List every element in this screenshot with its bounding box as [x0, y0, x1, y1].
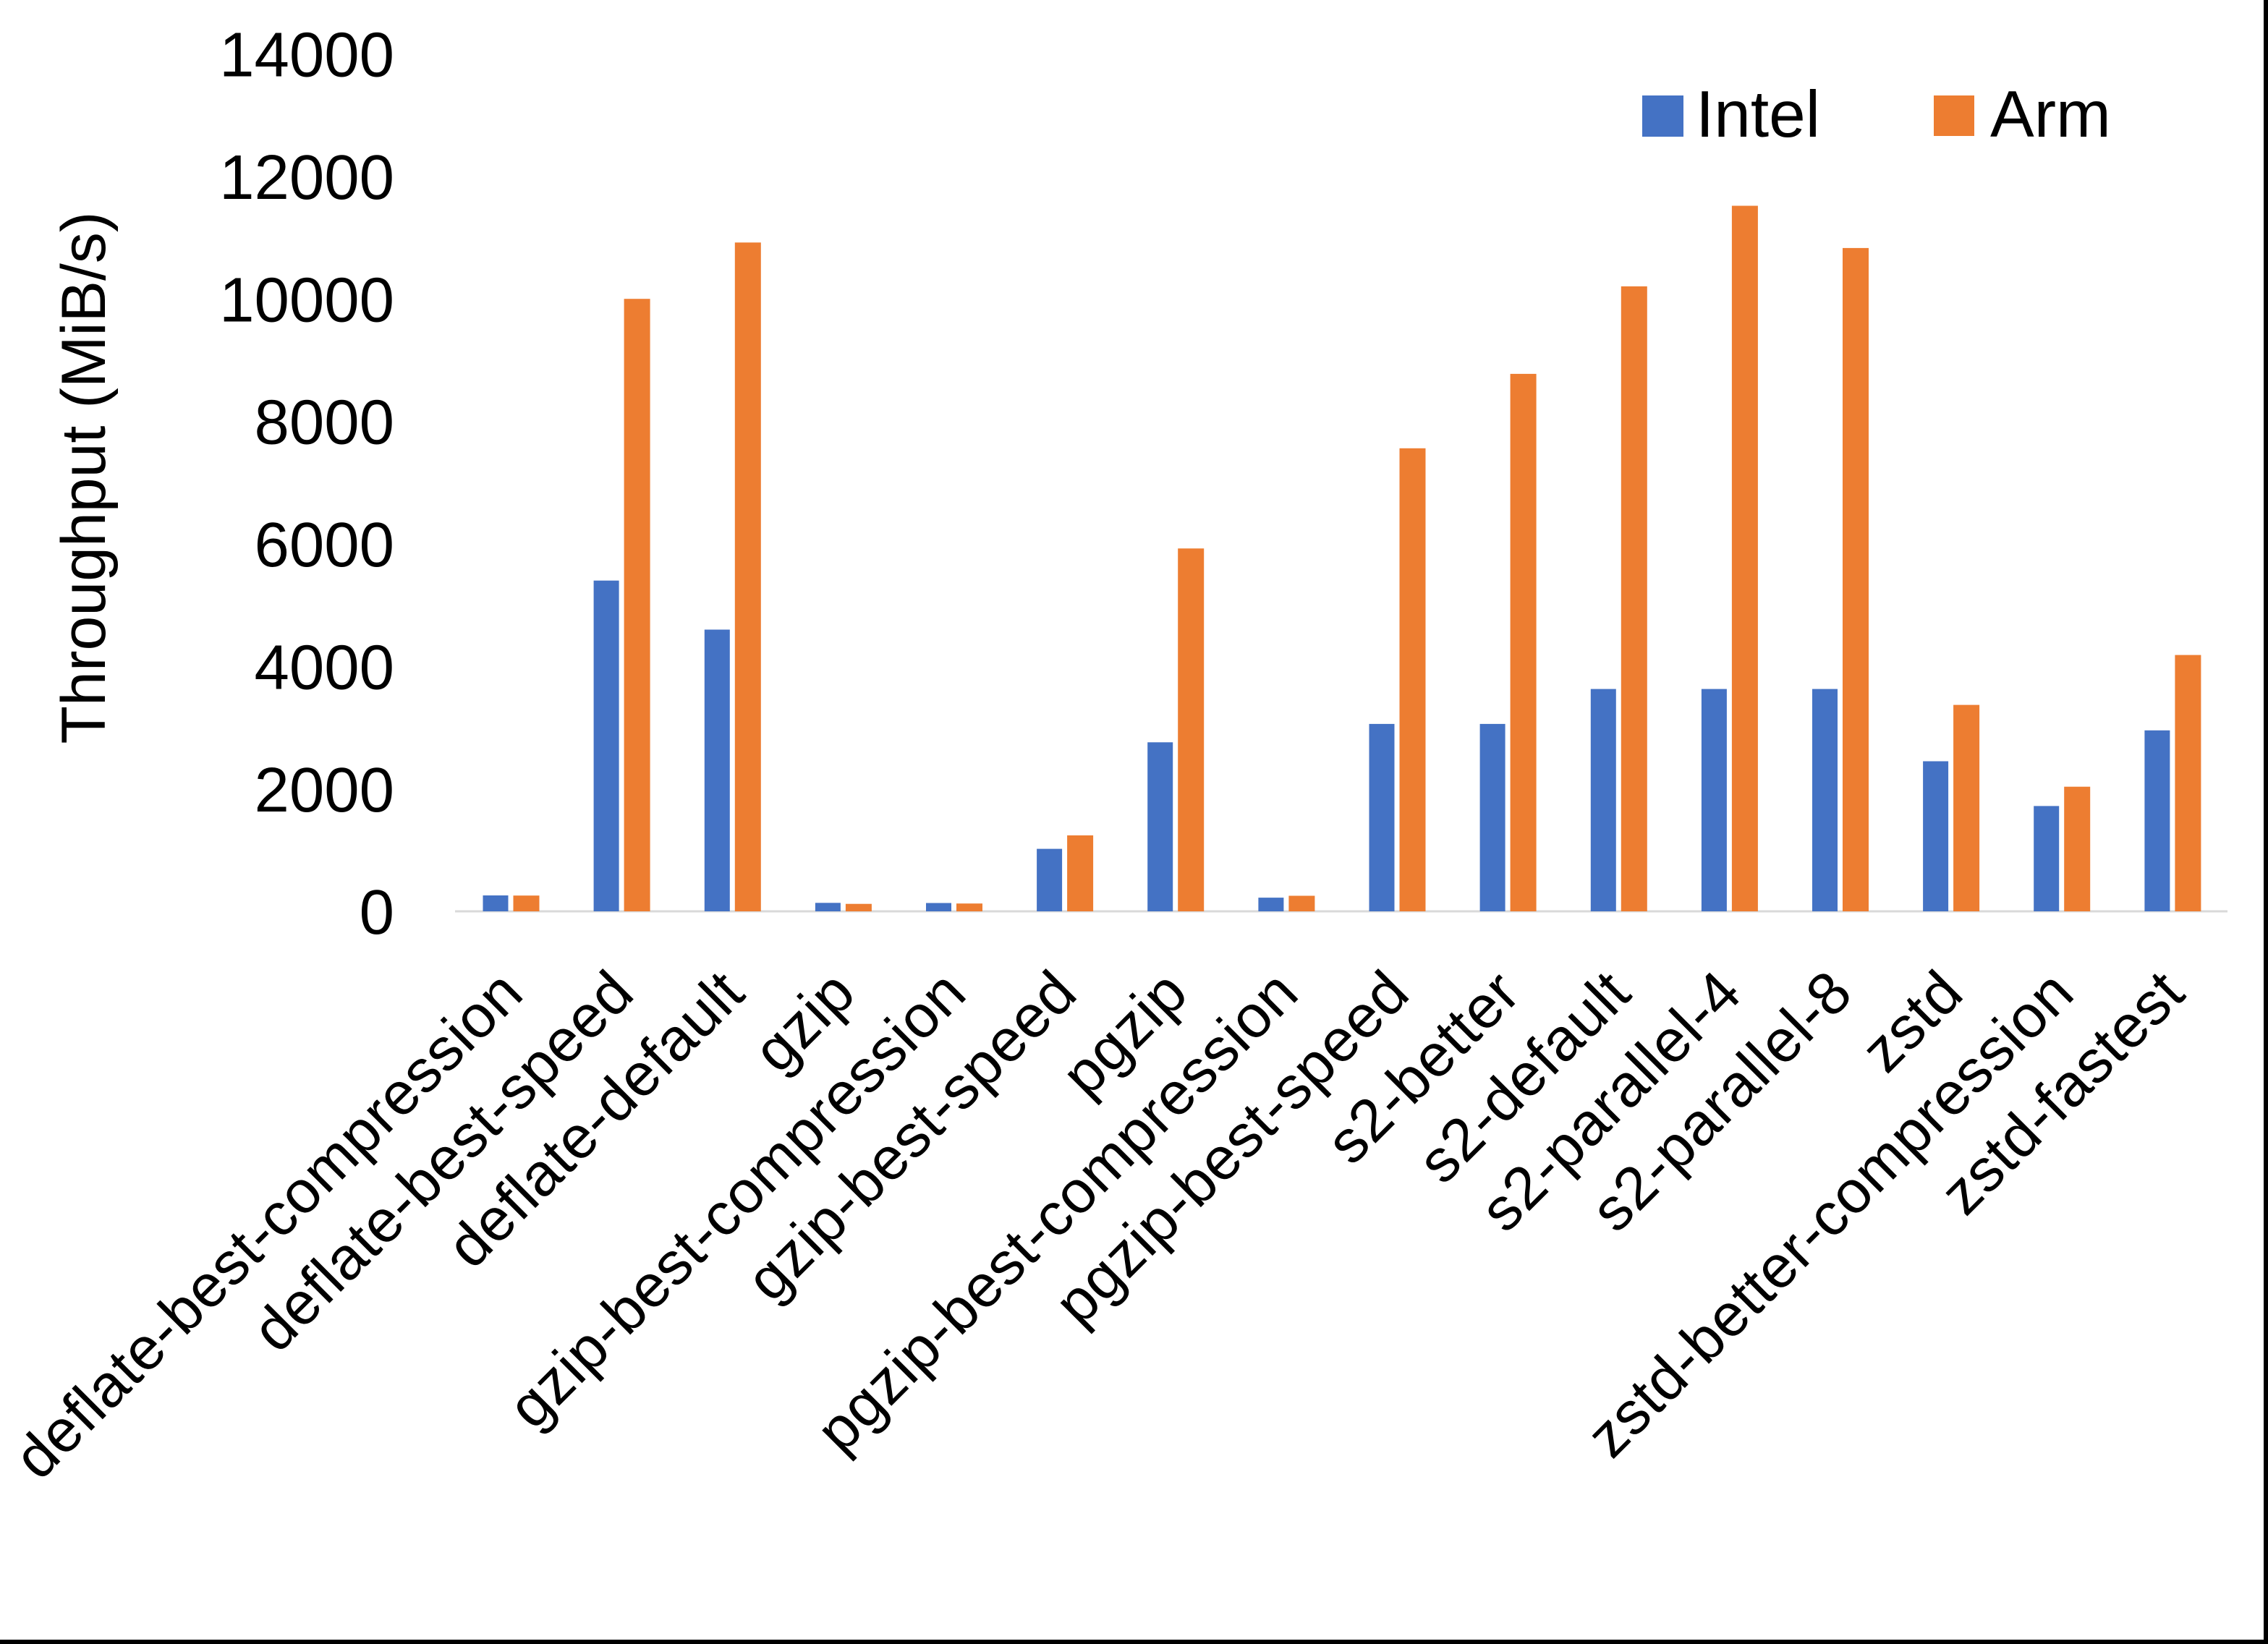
svg-text:Intel: Intel [1696, 78, 1820, 151]
svg-text:10000: 10000 [219, 265, 394, 335]
svg-text:14000: 14000 [219, 20, 394, 90]
svg-text:4000: 4000 [254, 632, 394, 702]
svg-text:Throughput (MiB/s): Throughput (MiB/s) [49, 211, 119, 744]
svg-text:2000: 2000 [254, 755, 394, 825]
svg-text:12000: 12000 [219, 142, 394, 213]
svg-text:8000: 8000 [254, 388, 394, 458]
svg-text:Arm: Arm [1990, 78, 2111, 151]
svg-text:0: 0 [360, 877, 394, 947]
svg-text:6000: 6000 [254, 510, 394, 580]
